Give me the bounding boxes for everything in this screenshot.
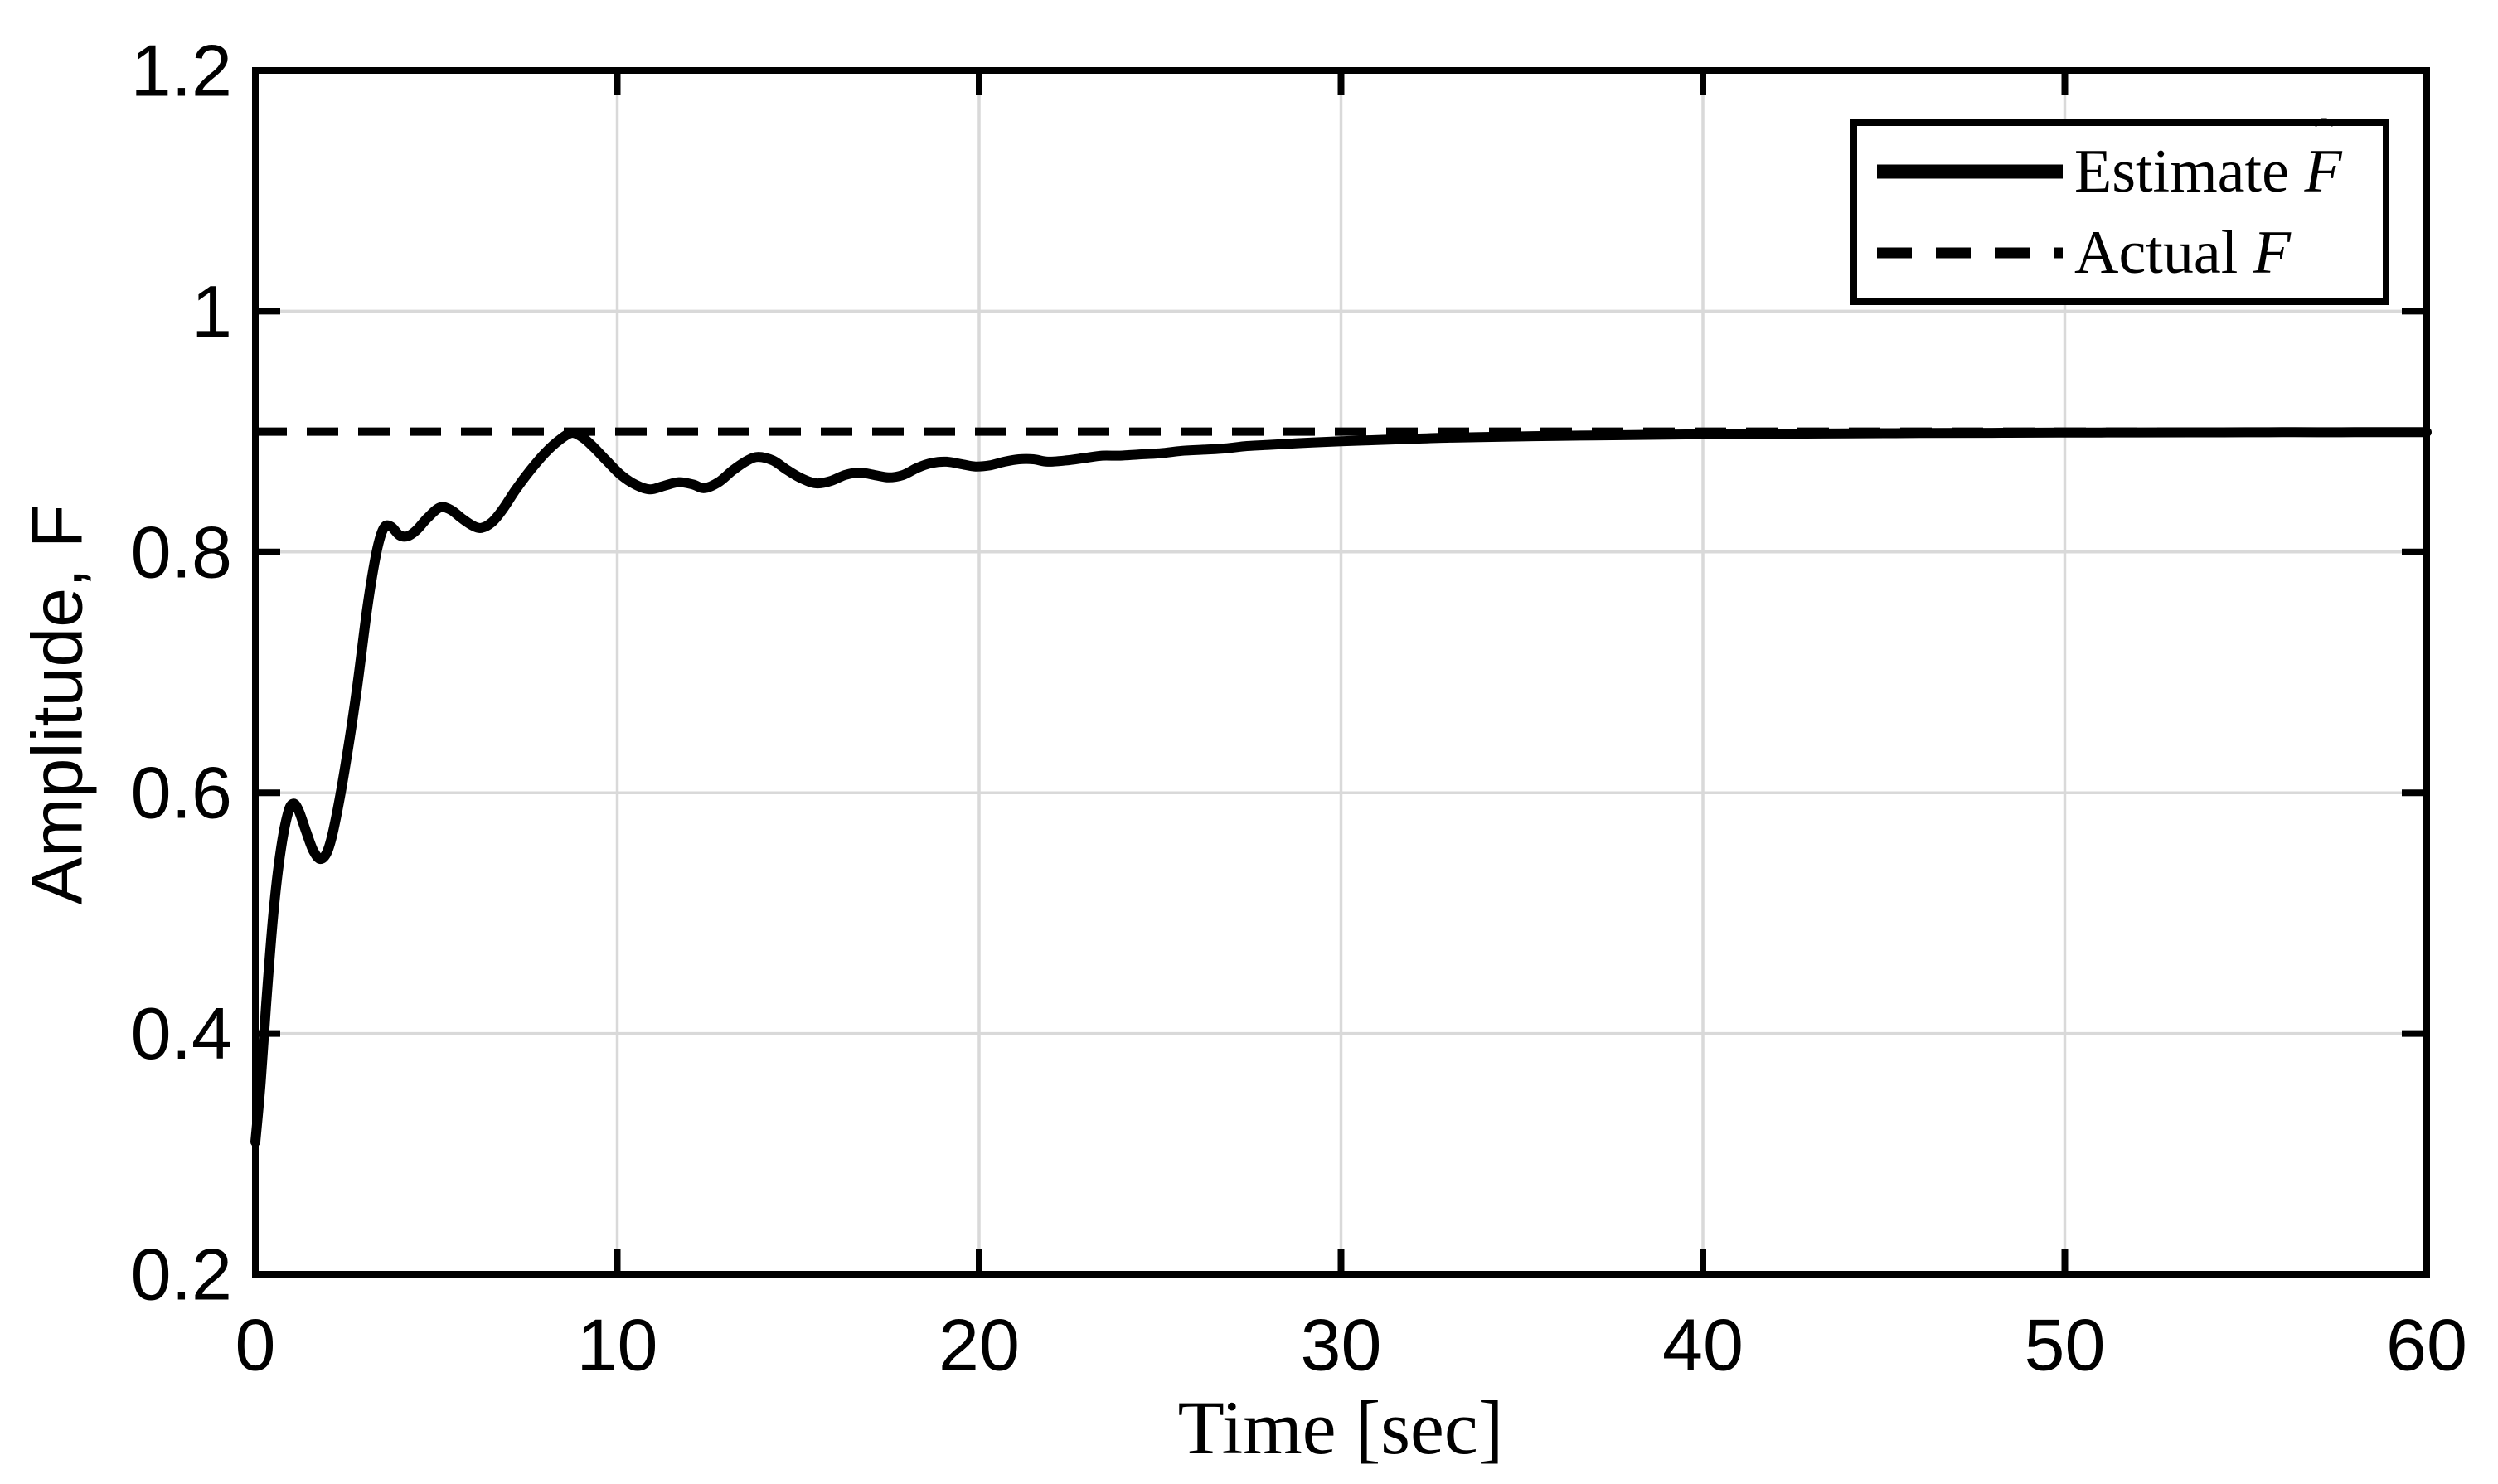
x-tick-labels: 0 10 20 30 40 50 60 xyxy=(235,1304,2467,1386)
x-tick-label: 40 xyxy=(1662,1304,1744,1386)
y-axis-label: Amplitude, F xyxy=(17,504,98,905)
y-tick-label: 0.6 xyxy=(131,752,232,834)
tick-marks xyxy=(255,70,2427,1274)
x-tick-label: 50 xyxy=(2025,1304,2106,1386)
legend-row-actual: Actual F xyxy=(1877,222,2366,284)
estimate-F-curve xyxy=(250,427,2432,1147)
y-tick-label: 1 xyxy=(192,270,232,352)
dashed-line-sample-icon xyxy=(1877,247,2063,259)
y-tick-label: 0.8 xyxy=(131,511,232,593)
y-tick-label: 1.2 xyxy=(131,30,232,112)
gridlines xyxy=(255,70,2427,1274)
x-axis-label: Time [sec] xyxy=(1177,1385,1504,1470)
x-tick-label: 10 xyxy=(577,1304,658,1386)
x-tick-label: 20 xyxy=(939,1304,1020,1386)
x-tick-label: 60 xyxy=(2386,1304,2467,1386)
x-tick-label: 0 xyxy=(235,1304,276,1386)
solid-line-sample-icon xyxy=(1877,164,2063,179)
legend-label-actual: Actual F xyxy=(2074,219,2291,287)
y-tick-label: 0.2 xyxy=(131,1234,232,1316)
x-tick-label: 30 xyxy=(1301,1304,1382,1386)
y-tick-labels: 0.2 0.4 0.6 0.8 1 1.2 xyxy=(131,30,232,1316)
y-tick-label: 0.4 xyxy=(131,992,232,1074)
